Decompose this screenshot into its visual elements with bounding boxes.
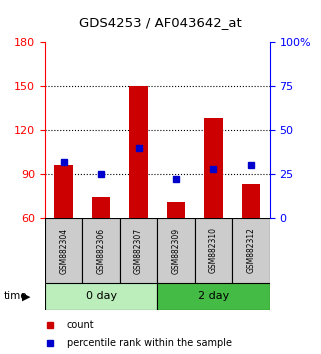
Text: GSM882306: GSM882306 <box>97 227 106 274</box>
Text: percentile rank within the sample: percentile rank within the sample <box>67 338 232 348</box>
Text: GSM882312: GSM882312 <box>247 228 256 273</box>
Bar <box>45 283 157 310</box>
Text: GDS4253 / AF043642_at: GDS4253 / AF043642_at <box>79 17 242 29</box>
Text: GSM882304: GSM882304 <box>59 227 68 274</box>
Bar <box>157 218 195 283</box>
Bar <box>167 202 185 218</box>
Text: GSM882309: GSM882309 <box>171 227 180 274</box>
Bar <box>129 86 148 218</box>
Text: 2 day: 2 day <box>198 291 229 302</box>
Text: 0 day: 0 day <box>86 291 117 302</box>
Bar <box>204 118 223 218</box>
Bar <box>45 218 82 283</box>
Text: time: time <box>3 291 27 301</box>
Bar <box>157 283 270 310</box>
Bar <box>242 184 260 218</box>
Bar <box>195 218 232 283</box>
Bar <box>54 165 73 218</box>
Text: ▶: ▶ <box>22 291 30 301</box>
Bar <box>92 197 110 218</box>
Text: GSM882307: GSM882307 <box>134 227 143 274</box>
Text: count: count <box>67 320 94 330</box>
Bar <box>120 218 157 283</box>
Bar <box>232 218 270 283</box>
Text: GSM882310: GSM882310 <box>209 228 218 273</box>
Bar <box>82 218 120 283</box>
